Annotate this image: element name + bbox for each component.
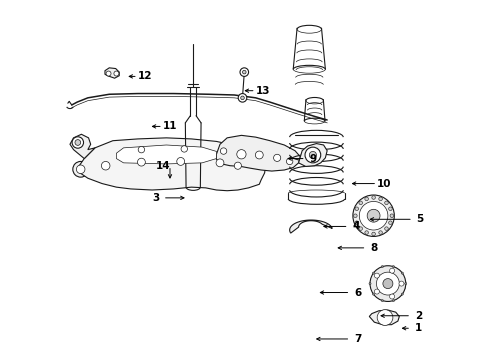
- Circle shape: [390, 294, 394, 299]
- Circle shape: [309, 152, 317, 158]
- Circle shape: [390, 268, 394, 273]
- Circle shape: [237, 150, 246, 159]
- Circle shape: [365, 197, 368, 201]
- Text: 2: 2: [415, 311, 422, 321]
- Circle shape: [372, 232, 375, 236]
- Polygon shape: [117, 145, 217, 164]
- Circle shape: [106, 71, 111, 76]
- Text: 3: 3: [152, 193, 159, 203]
- Circle shape: [390, 214, 393, 217]
- Circle shape: [216, 159, 224, 167]
- Circle shape: [359, 201, 363, 204]
- Text: 1: 1: [415, 323, 422, 333]
- Circle shape: [72, 137, 83, 148]
- Circle shape: [392, 300, 394, 302]
- Polygon shape: [265, 148, 274, 164]
- Circle shape: [376, 272, 399, 295]
- Text: 14: 14: [155, 161, 170, 171]
- Circle shape: [372, 293, 374, 295]
- Circle shape: [353, 195, 394, 237]
- Polygon shape: [369, 310, 399, 325]
- Circle shape: [379, 231, 382, 234]
- Text: 8: 8: [370, 243, 377, 253]
- Text: 7: 7: [354, 334, 361, 344]
- Circle shape: [354, 214, 357, 217]
- Circle shape: [238, 94, 247, 102]
- Circle shape: [401, 272, 403, 274]
- Circle shape: [392, 266, 394, 268]
- Circle shape: [234, 162, 242, 169]
- Circle shape: [114, 71, 119, 76]
- Circle shape: [372, 272, 374, 274]
- Circle shape: [381, 266, 384, 268]
- Circle shape: [381, 300, 384, 302]
- Circle shape: [241, 96, 245, 100]
- Text: 12: 12: [138, 71, 152, 81]
- Circle shape: [355, 221, 359, 225]
- Circle shape: [255, 151, 263, 159]
- Circle shape: [220, 148, 227, 154]
- Circle shape: [401, 293, 403, 295]
- Circle shape: [383, 279, 393, 289]
- Circle shape: [389, 221, 392, 225]
- Circle shape: [369, 283, 371, 285]
- Polygon shape: [372, 269, 405, 298]
- Circle shape: [101, 161, 110, 170]
- Circle shape: [243, 70, 246, 74]
- Circle shape: [385, 227, 388, 230]
- Circle shape: [389, 207, 392, 211]
- Polygon shape: [217, 135, 300, 171]
- Circle shape: [305, 147, 321, 163]
- Text: 4: 4: [352, 221, 360, 231]
- Circle shape: [76, 165, 85, 174]
- Circle shape: [405, 283, 407, 285]
- Polygon shape: [298, 144, 327, 166]
- Circle shape: [372, 196, 375, 199]
- Circle shape: [379, 197, 382, 201]
- Circle shape: [181, 146, 188, 152]
- Circle shape: [73, 161, 89, 177]
- Circle shape: [367, 209, 380, 222]
- Text: 5: 5: [416, 214, 424, 224]
- Circle shape: [374, 289, 379, 294]
- Text: 10: 10: [377, 179, 392, 189]
- Circle shape: [359, 227, 363, 230]
- Circle shape: [138, 158, 146, 166]
- Circle shape: [240, 68, 248, 76]
- Text: 11: 11: [163, 121, 177, 131]
- Text: 6: 6: [354, 288, 361, 297]
- Circle shape: [374, 273, 379, 278]
- Circle shape: [385, 201, 388, 204]
- Circle shape: [399, 281, 404, 286]
- Polygon shape: [79, 138, 266, 191]
- Circle shape: [287, 158, 293, 165]
- Circle shape: [359, 202, 388, 230]
- Circle shape: [273, 154, 281, 161]
- Circle shape: [365, 231, 368, 234]
- Circle shape: [75, 140, 81, 145]
- Circle shape: [370, 266, 406, 301]
- Text: 9: 9: [309, 154, 317, 163]
- Text: 13: 13: [256, 86, 270, 96]
- Polygon shape: [105, 68, 119, 78]
- Circle shape: [138, 147, 145, 153]
- Circle shape: [355, 207, 359, 211]
- Circle shape: [177, 157, 185, 165]
- Circle shape: [377, 310, 393, 325]
- Polygon shape: [290, 220, 332, 233]
- Polygon shape: [70, 134, 95, 158]
